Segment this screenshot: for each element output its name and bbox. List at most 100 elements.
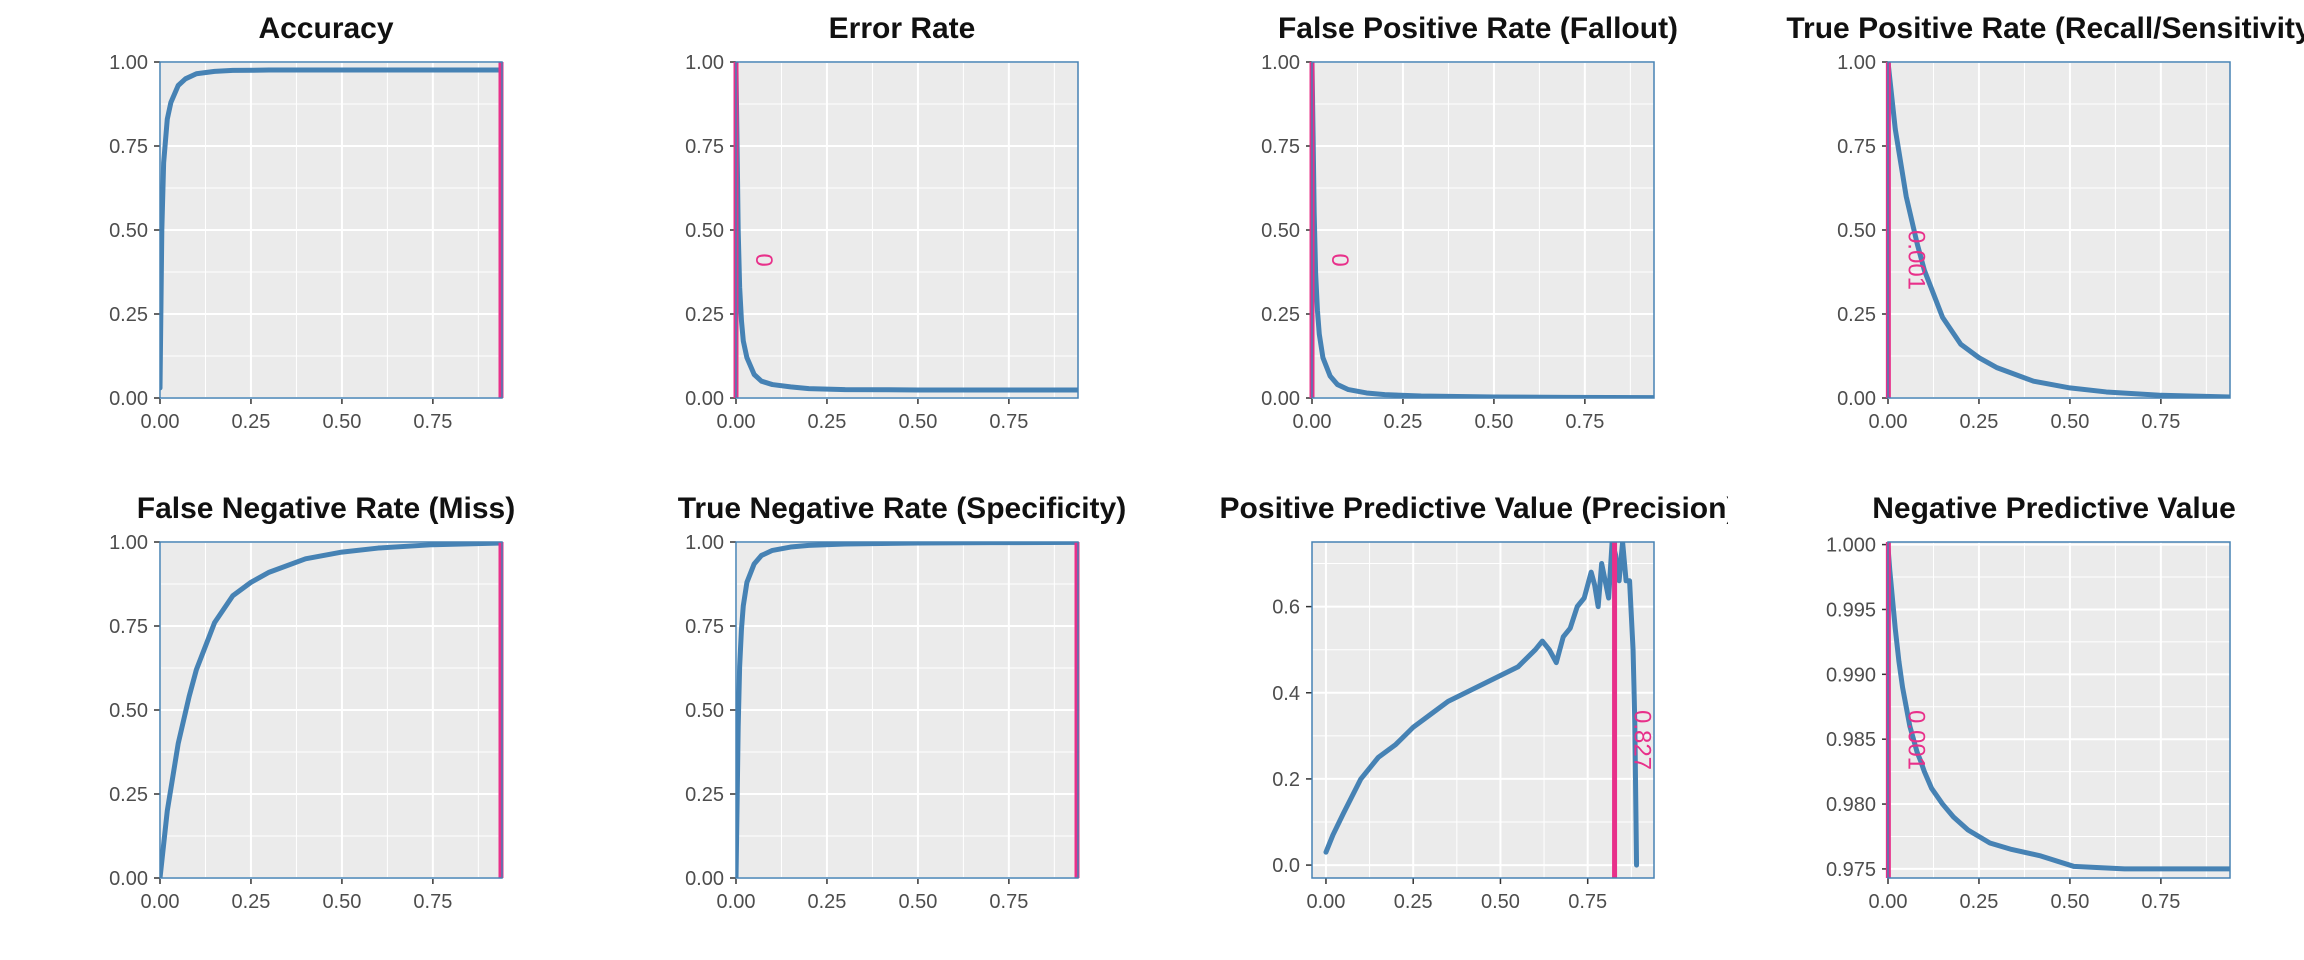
y-tick-label: 0.980 <box>1826 794 1876 816</box>
y-tick-label: 1.00 <box>1261 52 1300 74</box>
x-tick-label: 0.25 <box>231 411 270 433</box>
chart-svg: False Positive Rate (Fallout) 0.00 0.25 0.5… <box>1261 12 1678 433</box>
plot-border <box>1887 541 2231 879</box>
x-tick-label: 0.50 <box>898 411 937 433</box>
chart-panel: Accuracy 0.00 0.25 0.50 0.75 0.00 0.25 0.50 0.75… <box>0 0 576 480</box>
y-tick-label: 0.75 <box>1837 136 1876 158</box>
x-tick-label: 0.25 <box>1394 891 1433 913</box>
x-tick-label: 0.25 <box>807 891 846 913</box>
chart-panel: True Negative Rate (Specificity) 0.00 0.25… <box>576 480 1152 960</box>
y-tick-label: 0.975 <box>1826 859 1876 881</box>
y-tick-label: 0.25 <box>1837 304 1876 326</box>
chart-svg: False Negative Rate (Miss) 0.00 0.25 0.50 0.… <box>109 492 515 913</box>
chart-title: Positive Predictive Value (Precision) <box>1220 492 1728 525</box>
chart-title: False Negative Rate (Miss) <box>137 492 515 525</box>
y-tick-label: 0.50 <box>1837 220 1876 242</box>
x-tick-label: 0.50 <box>322 891 361 913</box>
chart-title: True Positive Rate (Recall/Sensitivity) <box>1786 12 2304 45</box>
y-tick-label: 0.50 <box>109 220 148 242</box>
chart-svg: Error Rate 0.00 0.25 0.50 0.75 0.00 0.25 0.50 0.… <box>685 12 1079 433</box>
y-tick-label: 0.75 <box>109 136 148 158</box>
y-tick-label: 0.75 <box>685 136 724 158</box>
y-tick-label: 0.75 <box>109 616 148 638</box>
chart-title: True Negative Rate (Specificity) <box>678 492 1126 525</box>
plot-border <box>1311 541 1655 879</box>
x-tick-label: 0.00 <box>141 411 180 433</box>
series-line <box>736 542 1078 878</box>
plot-border <box>735 541 1079 879</box>
y-tick-label: 1.00 <box>109 532 148 554</box>
y-tick-label: 1.00 <box>685 52 724 74</box>
x-tick-label: 0.00 <box>717 891 756 913</box>
y-tick-label: 0.50 <box>685 700 724 722</box>
plot-border <box>159 541 503 879</box>
y-tick-label: 0.25 <box>109 784 148 806</box>
chart-panel: Error Rate 0.00 0.25 0.50 0.75 0.00 0.25 0.50 0.… <box>576 0 1152 480</box>
chart-svg: True Negative Rate (Specificity) 0.00 0.25… <box>678 492 1126 913</box>
chart-panel: False Positive Rate (Fallout) 0.00 0.25 0.5… <box>1152 0 1728 480</box>
chart-panel: False Negative Rate (Miss) 0.00 0.25 0.50 0.… <box>0 480 576 960</box>
threshold-label: 0.827 <box>1629 710 1656 770</box>
y-tick-label: 0.4 <box>1272 683 1300 705</box>
y-tick-label: 0.6 <box>1272 597 1300 619</box>
threshold-label: 0.001 <box>1902 710 1929 770</box>
x-tick-label: 0.75 <box>413 891 452 913</box>
chart-title: Accuracy <box>258 12 393 45</box>
y-tick-label: 0.75 <box>1261 136 1300 158</box>
x-tick-label: 0.75 <box>2141 891 2180 913</box>
x-tick-label: 0.50 <box>898 891 937 913</box>
y-tick-label: 1.00 <box>1837 52 1876 74</box>
chart-panel: Positive Predictive Value (Precision) 0.0… <box>1152 480 1728 960</box>
y-tick-label: 0.00 <box>1261 388 1300 410</box>
y-tick-label: 0.00 <box>1837 388 1876 410</box>
x-tick-label: 0.50 <box>2050 891 2089 913</box>
plot-background <box>1312 542 1654 878</box>
y-tick-label: 0.995 <box>1826 599 1876 621</box>
x-tick-label: 0.75 <box>989 411 1028 433</box>
x-tick-label: 0.25 <box>231 891 270 913</box>
x-tick-label: 0.50 <box>2050 411 2089 433</box>
threshold-label: 0.001 <box>1902 230 1929 290</box>
y-tick-label: 0.2 <box>1272 769 1300 791</box>
chart-title: False Positive Rate (Fallout) <box>1278 12 1678 45</box>
threshold-label: 0 <box>1326 253 1353 266</box>
x-tick-label: 0.50 <box>322 411 361 433</box>
y-tick-label: 0.990 <box>1826 664 1876 686</box>
y-tick-label: 1.00 <box>109 52 148 74</box>
series-line <box>1312 62 1654 398</box>
y-tick-label: 0.985 <box>1826 729 1876 751</box>
y-tick-label: 0.50 <box>685 220 724 242</box>
y-tick-label: 0.0 <box>1272 855 1300 877</box>
series-line <box>1323 542 1640 868</box>
x-tick-label: 0.00 <box>717 411 756 433</box>
plot-background <box>1888 542 2230 878</box>
chart-svg: Accuracy 0.00 0.25 0.50 0.75 0.00 0.25 0.50 0.75… <box>109 12 504 433</box>
chart-title: Negative Predictive Value <box>1872 492 2236 525</box>
x-tick-label: 0.00 <box>1869 411 1908 433</box>
plot-border <box>1887 61 2231 399</box>
chart-svg: Positive Predictive Value (Precision) 0.0… <box>1220 492 1728 913</box>
y-tick-label: 0.00 <box>109 388 148 410</box>
y-tick-label: 0.00 <box>685 868 724 890</box>
plot-border <box>735 61 1079 399</box>
chart-svg: True Positive Rate (Recall/Sensitivity) 0… <box>1786 12 2304 433</box>
y-tick-label: 0.50 <box>109 700 148 722</box>
threshold-label: 0 <box>750 253 777 266</box>
chart-panel: True Positive Rate (Recall/Sensitivity) 0… <box>1728 0 2304 480</box>
x-tick-label: 0.25 <box>1959 411 1998 433</box>
x-tick-label: 0.00 <box>141 891 180 913</box>
x-tick-label: 0.00 <box>1306 891 1345 913</box>
y-tick-label: 0.75 <box>685 616 724 638</box>
chart-title: Error Rate <box>829 12 976 45</box>
x-tick-label: 0.75 <box>1565 411 1604 433</box>
y-tick-label: 0.25 <box>1261 304 1300 326</box>
y-tick-label: 0.00 <box>109 868 148 890</box>
x-tick-label: 0.50 <box>1474 411 1513 433</box>
y-tick-label: 1.000 <box>1826 535 1876 557</box>
plot-border <box>1311 61 1655 399</box>
series-line <box>160 67 502 391</box>
y-tick-label: 0.00 <box>685 388 724 410</box>
chart-svg: Negative Predictive Value 0.00 0.25 0.50 0.7… <box>1826 492 2236 913</box>
series-line <box>736 66 1078 393</box>
x-tick-label: 0.25 <box>1383 411 1422 433</box>
